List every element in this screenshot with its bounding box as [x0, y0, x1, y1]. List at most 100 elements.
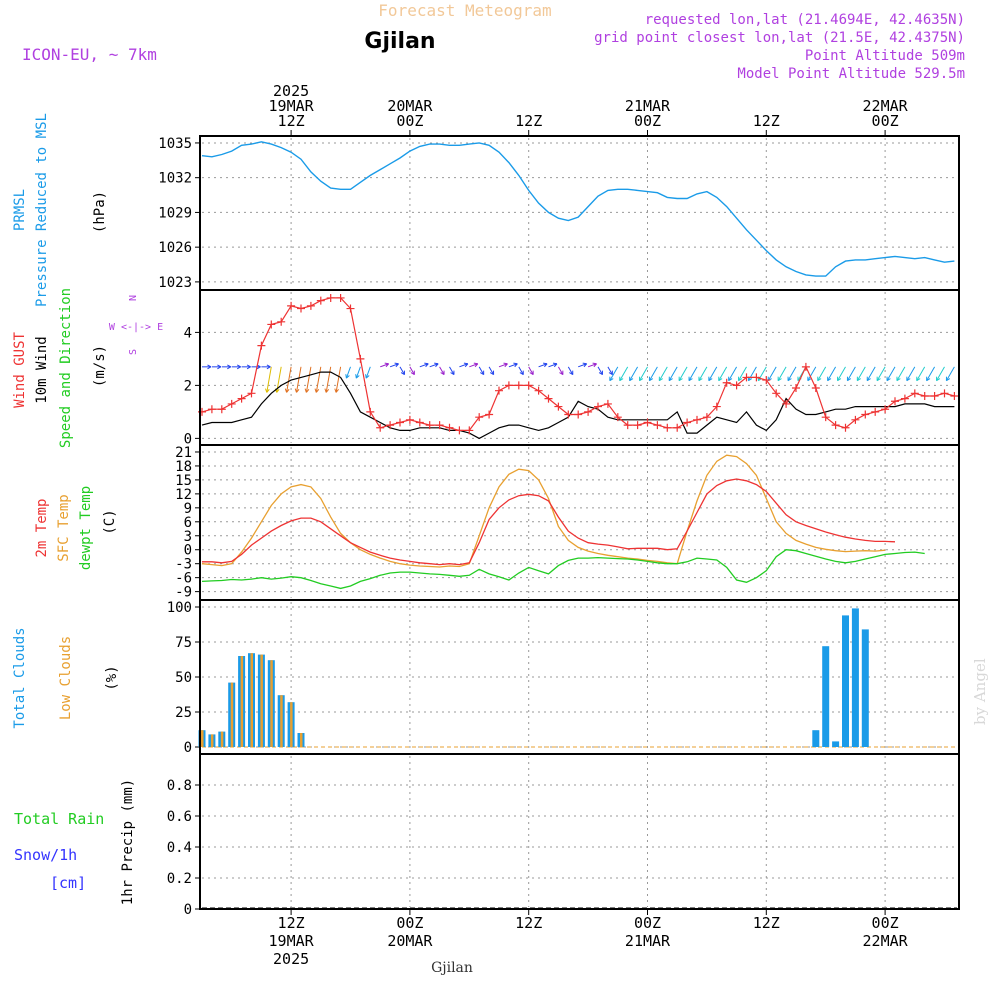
wind-arrow-head [473, 362, 479, 368]
temperature-gridlines [202, 447, 957, 598]
pressure-panel: PRMSL Pressure Reduced to MSL (hPa) 1035… [12, 113, 957, 307]
gust-marker [930, 391, 939, 400]
low-cloud-bar [260, 654, 263, 747]
wind-arrow-head [400, 370, 405, 376]
wind-arrow-head [355, 374, 360, 379]
precip-yticks: 0.8 0.6 0.4 0.2 0 [167, 778, 200, 918]
wind-arrow-head [503, 362, 508, 368]
wind-arrow [469, 363, 478, 368]
wind-arrow [708, 366, 718, 381]
gust-marker [712, 402, 721, 411]
gust-marker [693, 415, 701, 424]
wind-arrow-head [569, 370, 574, 376]
gust-marker [752, 373, 761, 382]
ytick-label: 50 [175, 670, 192, 686]
wind-arrow [747, 366, 757, 381]
gust-marker [564, 410, 573, 419]
gust-marker [247, 389, 256, 398]
ytick-label: -9 [175, 585, 192, 601]
total-cloud-bar [851, 608, 859, 747]
wind-arrow-head [294, 388, 300, 393]
ytick-label: 3 [184, 529, 192, 545]
low-cloud-bar [230, 682, 234, 747]
low-cloud-bar [280, 695, 283, 747]
wind-arrow [597, 366, 603, 375]
wind-arrow-head [896, 376, 901, 382]
wind-arrow [827, 366, 837, 381]
ytick-label: -6 [175, 571, 192, 587]
wind-arrow [266, 366, 272, 393]
gust-marker [267, 320, 276, 329]
gust-marker [297, 304, 305, 313]
gust-marker [950, 391, 959, 400]
wind-arrow [567, 366, 574, 375]
pressure-label-prmsl: PRMSL [12, 189, 28, 231]
gust-marker [603, 399, 612, 408]
clouds-gridlines [202, 602, 957, 752]
precip-unit: 1hr Precip (mm) [120, 779, 136, 905]
wind-arrow [728, 366, 738, 381]
panel-frames [199, 135, 960, 910]
wind-arrow-head [552, 362, 558, 368]
wind-arrow-head [837, 376, 842, 382]
low-cloud-bar [220, 731, 224, 747]
gust-marker [772, 389, 781, 398]
wind-arrow-head [324, 388, 330, 393]
temp2m-line [202, 478, 896, 566]
bottom-axis-label: 00Z [634, 914, 661, 932]
wind-panel: Wind GUST 10m Wind Speed and Direction (… [12, 288, 959, 448]
gust-marker [277, 317, 286, 326]
gust-marker [346, 304, 355, 313]
wind-arrow-head [440, 370, 445, 376]
ytick-label: 4 [184, 325, 192, 341]
gust-marker [405, 415, 414, 424]
total-cloud-bar [822, 646, 830, 747]
wind-arrow-head [658, 376, 663, 382]
wind-arrow-head [394, 362, 399, 368]
wind-arrow [345, 366, 351, 379]
gust-marker [871, 407, 880, 416]
bottom-axis-label: 21MAR [625, 932, 671, 950]
top-axis-label: 2025 [273, 82, 309, 100]
wind-arrow [429, 363, 439, 368]
wind-arrow [837, 366, 846, 381]
gust-marker [326, 293, 335, 302]
wind-arrow [498, 363, 508, 368]
gust-marker [287, 301, 296, 310]
wind-arrow [718, 366, 728, 381]
gust-marker [613, 413, 622, 422]
watermark: by Angel [971, 658, 989, 725]
ytick-label: 0.6 [167, 809, 192, 825]
gust-marker [900, 394, 909, 403]
wind-arrow [777, 366, 787, 381]
gust-marker [831, 421, 840, 430]
top-axis-label: 12Z [753, 112, 780, 130]
clouds-panel: Total Clouds Low Clouds (%) 100 75 50 25 0 [12, 600, 957, 756]
snow-unit: [cm] [50, 874, 86, 892]
wind-arrow [688, 366, 698, 381]
gust-marker [920, 391, 929, 400]
clouds-unit: (%) [104, 665, 120, 690]
wind-arrow [668, 366, 678, 381]
wind-arrow [607, 366, 613, 375]
panel-frame-2 [199, 444, 960, 601]
total-cloud-bar [812, 730, 820, 747]
wind-arrow [409, 366, 415, 375]
wind-arrow [518, 366, 524, 375]
gust-marker [257, 341, 266, 350]
gust-marker [495, 386, 503, 395]
gust-marker [316, 296, 325, 305]
wind-arrow [315, 366, 322, 393]
gust-marker [881, 405, 890, 414]
wind-arrow-head [945, 376, 951, 382]
gust-marker [574, 410, 583, 419]
gust-marker [475, 413, 484, 422]
pressure-yticks: 1035 1032 1029 1026 1023 [158, 136, 200, 291]
dewpt-line [201, 549, 925, 590]
wind-arrow [817, 366, 827, 381]
wind-arrow [587, 363, 597, 368]
gust-marker [504, 381, 513, 390]
wind-arrow [648, 366, 658, 381]
